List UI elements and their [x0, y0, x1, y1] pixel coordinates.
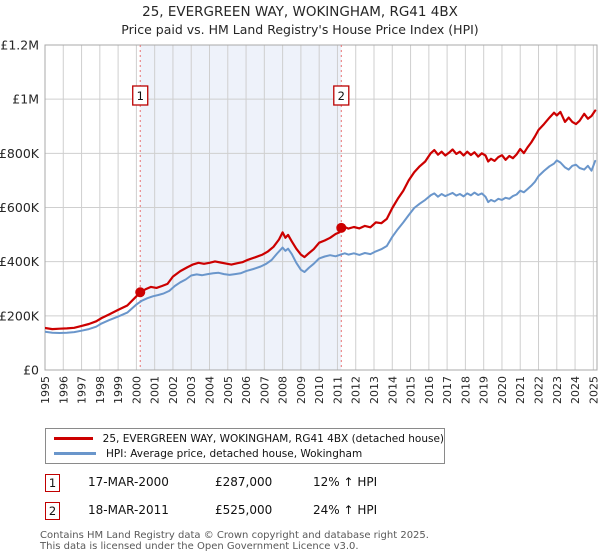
- price-paid-line-swatch: [54, 437, 93, 440]
- x-axis-label: 2019: [478, 376, 491, 404]
- x-axis-label: 2016: [423, 376, 436, 404]
- y-axis-label: £600K: [0, 200, 40, 215]
- sale-2-number-badge: 2: [45, 502, 60, 520]
- sale-row-2: 2 18-MAR-2011 £525,000 24% ↑ HPI: [45, 502, 565, 520]
- x-axis-label: 2020: [496, 376, 509, 404]
- x-axis-label: 1997: [76, 376, 89, 404]
- x-axis-label: 2008: [277, 376, 290, 404]
- x-axis-label: 2022: [533, 376, 546, 404]
- x-axis-label: 2018: [459, 376, 472, 404]
- x-axis-label: 2004: [204, 376, 217, 404]
- y-axis-label: £1M: [12, 92, 39, 107]
- x-axis-label: 1996: [57, 376, 70, 404]
- sale-1-price: £287,000: [215, 475, 273, 489]
- chart-legend: 25, EVERGREEN WAY, WOKINGHAM, RG41 4BX (…: [45, 428, 445, 464]
- sale-2-hpi-delta: 24% ↑ HPI: [313, 503, 378, 517]
- x-axis-label: 2012: [350, 376, 363, 404]
- x-axis-label: 1995: [39, 376, 52, 404]
- x-axis-label: 2014: [386, 376, 399, 404]
- legend-item-hpi: HPI: Average price, detached house, Woki…: [46, 446, 444, 461]
- x-axis-label: 2024: [569, 376, 582, 404]
- sale-2-marker-label: 2: [338, 89, 345, 103]
- y-axis-label: £200K: [0, 308, 40, 323]
- price-paid-series-line: [45, 109, 597, 331]
- x-axis-label: 2015: [405, 376, 418, 404]
- x-axis-label: 2013: [368, 376, 381, 404]
- x-axis-label: 2000: [130, 376, 143, 404]
- sale-1-marker-label: 1: [137, 89, 144, 103]
- price-chart-svg: 1 2 £0 £200K £400K £600K £800K £1M £1.2M 1995 1996…: [0, 38, 600, 405]
- sale-1-date: 17-MAR-2000: [88, 475, 169, 489]
- legend-label: HPI: Average price, detached house, Woki…: [106, 447, 363, 460]
- x-axis-label: 2002: [167, 376, 180, 404]
- x-axis-label: 1999: [112, 376, 125, 404]
- price-chart: 1 2 £0 £200K £400K £600K £800K £1M £1.2M 1995 1996…: [0, 38, 600, 405]
- x-axis-label: 2009: [295, 376, 308, 404]
- chart-title: 25, EVERGREEN WAY, WOKINGHAM, RG41 4BX: [142, 4, 458, 20]
- sale-1-dot: [135, 287, 146, 298]
- x-axis-label: 2003: [185, 376, 198, 404]
- y-axis-label: £1.2M: [0, 38, 39, 53]
- copyright-line: Contains HM Land Registry data © Crown c…: [40, 530, 429, 541]
- sale-1-number-badge: 1: [45, 474, 60, 492]
- sale-1-marker-box: [132, 85, 149, 106]
- x-axis-label: 2025: [587, 376, 600, 404]
- legend-label: 25, EVERGREEN WAY, WOKINGHAM, RG41 4BX (…: [102, 432, 444, 445]
- y-axis-label: £0: [23, 363, 39, 378]
- sale-2-dot: [336, 222, 347, 233]
- x-axis-label: 1998: [94, 376, 107, 404]
- hpi-line-swatch: [54, 452, 96, 455]
- sale-2-date: 18-MAR-2011: [88, 503, 169, 517]
- x-axis-label: 2017: [441, 376, 454, 404]
- sale-2-price: £525,000: [215, 503, 273, 517]
- y-axis-label: £800K: [0, 146, 40, 161]
- x-axis-label: 2005: [222, 376, 235, 404]
- x-axis-label: 2021: [514, 376, 527, 404]
- x-axis-label: 2001: [149, 376, 162, 404]
- x-axis-label: 2011: [331, 376, 344, 404]
- x-axis-label: 2006: [240, 376, 253, 404]
- sale-2-marker-box: [333, 85, 350, 106]
- sale-row-1: 1 17-MAR-2000 £287,000 12% ↑ HPI: [45, 474, 565, 492]
- hpi-series-line: [45, 159, 597, 334]
- sale-1-hpi-delta: 12% ↑ HPI: [313, 475, 378, 489]
- y-axis-label: £400K: [0, 254, 40, 269]
- chart-subtitle: Price paid vs. HM Land Registry's House …: [121, 22, 479, 37]
- plot-border: [44, 44, 598, 371]
- x-axis-label: 2010: [313, 376, 326, 404]
- legend-item-price-paid: 25, EVERGREEN WAY, WOKINGHAM, RG41 4BX (…: [46, 431, 444, 446]
- licence-line: This data is licensed under the Open Gov…: [40, 541, 359, 552]
- x-axis-label: 2007: [258, 376, 271, 404]
- x-axis-label: 2023: [551, 376, 564, 404]
